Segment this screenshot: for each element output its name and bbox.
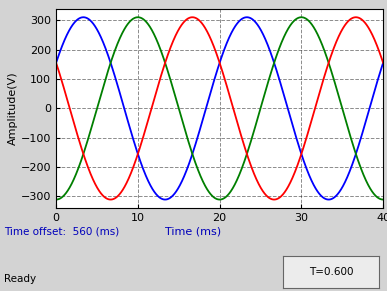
Y-axis label: Amplitude(V): Amplitude(V) [8,72,18,145]
Text: Ready: Ready [4,274,36,283]
Text: Time (ms): Time (ms) [165,227,222,237]
Text: Time offset:  560 (ms): Time offset: 560 (ms) [4,227,119,237]
Text: T=0.600: T=0.600 [309,267,353,277]
